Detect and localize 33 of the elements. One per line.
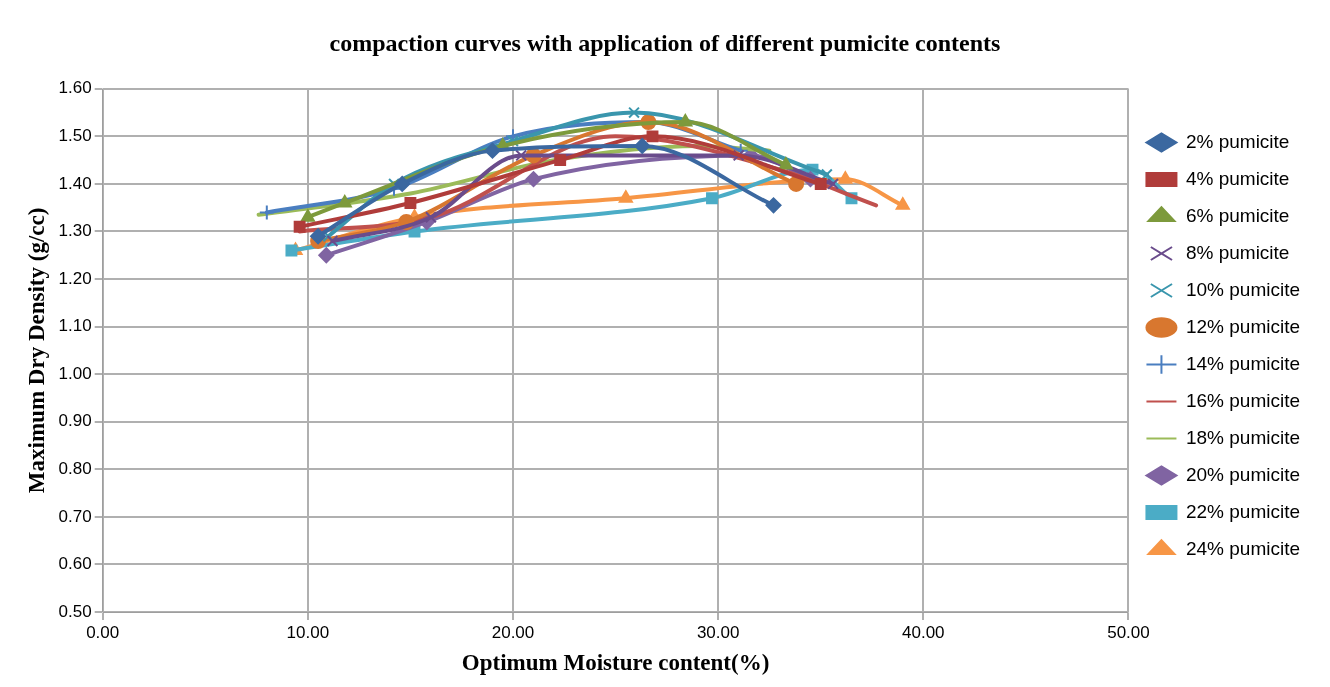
y-tick-label: 1.30 [58, 221, 92, 241]
x-axis-title: Optimum Moisture content(%) [461, 650, 770, 676]
y-tick-label: 0.90 [58, 411, 92, 431]
legend-label: 10% pumicite [1185, 278, 1301, 300]
x-tick-label: 0.00 [86, 622, 120, 642]
legend-label: 24% pumicite [1185, 537, 1301, 559]
legend-label: 2% pumicite [1185, 130, 1290, 152]
legend-label: 18% pumicite [1185, 426, 1301, 448]
y-tick-label: 0.50 [58, 601, 92, 621]
y-tick-label: 0.60 [58, 554, 92, 574]
y-tick-label: 0.80 [58, 459, 92, 478]
y-tick-label: 1.00 [58, 363, 92, 383]
legend-label: 8% pumicite [1185, 241, 1290, 263]
y-tick-label: 1.60 [58, 78, 92, 98]
y-tick-label: 1.20 [58, 268, 92, 288]
y-tick-label: 1.40 [58, 173, 92, 193]
legend-label: 20% pumicite [1185, 463, 1301, 485]
x-tick-label: 10.00 [286, 622, 330, 642]
legend-label: 12% pumicite [1185, 315, 1301, 337]
y-tick-label: 1.50 [58, 126, 92, 146]
y-tick-label: 1.10 [58, 316, 92, 336]
legend-label: 14% pumicite [1185, 352, 1301, 374]
x-tick-label: 20.00 [491, 622, 535, 642]
legend-label: 22% pumicite [1185, 500, 1301, 522]
y-axis-title: Maximum Dry Density (g/cc) [23, 207, 49, 494]
x-tick-label: 50.00 [1107, 622, 1150, 642]
legend-label: 4% pumicite [1185, 167, 1290, 189]
legend-label: 16% pumicite [1185, 389, 1301, 411]
x-tick-label: 40.00 [902, 622, 945, 642]
chart-title: compaction curves with application of different pumicite contents [329, 29, 1001, 56]
y-tick-label: 0.70 [58, 506, 92, 526]
legend-label: 6% pumicite [1185, 204, 1290, 226]
x-tick-label: 30.00 [696, 622, 740, 642]
